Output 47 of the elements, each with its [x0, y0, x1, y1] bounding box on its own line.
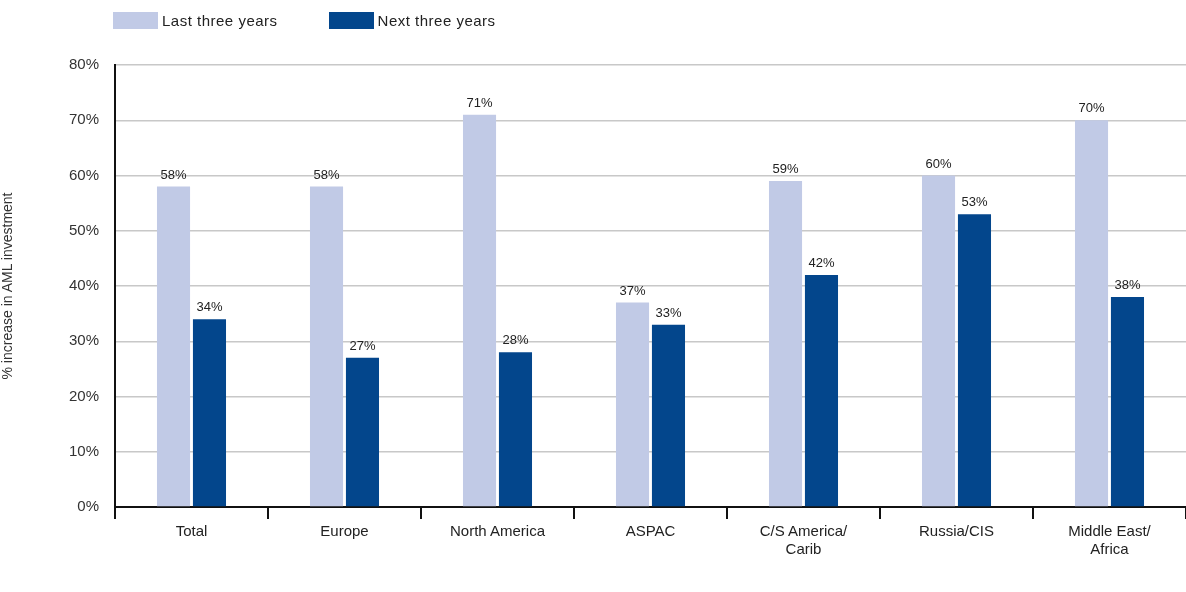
data-label: 71%	[466, 94, 493, 110]
y-tick-label: 80%	[68, 55, 99, 73]
x-tick-label: North America	[449, 522, 546, 540]
data-label: 33%	[655, 304, 682, 320]
data-label: 60%	[925, 155, 952, 171]
bar	[498, 352, 533, 507]
x-tick-label: C/S America/ Carib	[759, 522, 849, 558]
data-label: 34%	[196, 299, 223, 315]
y-tick-label: 30%	[68, 331, 99, 349]
bar	[309, 186, 344, 507]
data-label: 53%	[961, 194, 988, 210]
data-label: 38%	[1114, 277, 1141, 293]
x-tick-label: Russia/CIS	[918, 522, 995, 540]
bar	[462, 114, 497, 507]
y-axis-title: % increase in AML investment	[0, 192, 16, 380]
bar	[768, 181, 803, 507]
bar	[156, 186, 191, 507]
bar	[804, 274, 839, 507]
x-tick-label: ASPAC	[625, 522, 676, 540]
bar	[957, 214, 992, 507]
y-tick-label: 60%	[68, 165, 99, 183]
data-label: 58%	[160, 166, 187, 182]
data-label: 70%	[1078, 100, 1105, 116]
data-label: 27%	[349, 337, 376, 353]
bar	[345, 357, 380, 507]
y-tick-label: 0%	[77, 497, 99, 515]
y-tick-label: 10%	[68, 441, 99, 459]
bar	[921, 175, 956, 507]
x-tick-label: Middle East/ Africa	[1068, 522, 1152, 558]
legend-label: Last three years	[162, 12, 278, 29]
x-tick-label: Europe	[320, 522, 369, 540]
y-tick-label: 70%	[68, 110, 99, 128]
data-label: 37%	[619, 282, 646, 298]
x-tick-label: Total	[175, 522, 208, 540]
bar	[651, 324, 686, 507]
data-label: 58%	[313, 166, 340, 182]
bar	[615, 302, 650, 507]
legend-label: Next three years	[377, 12, 496, 29]
data-label: 42%	[808, 255, 835, 271]
y-tick-label: 50%	[68, 220, 99, 238]
bar	[1074, 120, 1109, 507]
bar	[192, 319, 227, 507]
data-label: 28%	[502, 332, 529, 348]
bar	[1110, 297, 1145, 507]
y-tick-label: 20%	[68, 386, 99, 404]
data-label: 59%	[772, 161, 799, 177]
y-tick-label: 40%	[68, 276, 99, 294]
